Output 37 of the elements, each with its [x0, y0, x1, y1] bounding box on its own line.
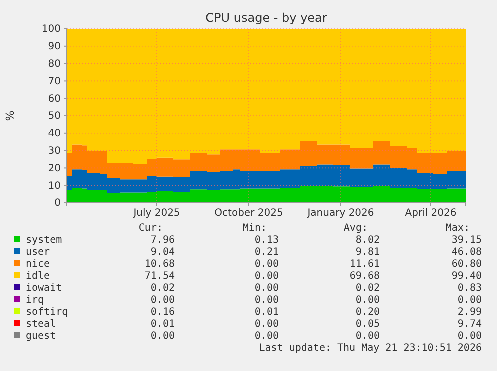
y-tick-label: 90 — [48, 42, 61, 53]
y-tick-label: 50 — [48, 111, 61, 122]
text: Last update: Thu May 21 23:10:51 2026 — [259, 343, 482, 354]
text: 10.68 0.00 11.61 60.80 — [144, 259, 482, 270]
legend-label: user — [26, 247, 50, 258]
chart-title: CPU usage - by year — [206, 11, 328, 25]
legend-label: iowait — [26, 283, 62, 294]
legend-label: softirq — [26, 307, 68, 318]
y-tick-label: 0 — [54, 198, 61, 210]
legend-label: irq — [26, 295, 44, 306]
x-tick-label: April 2026 — [405, 208, 457, 220]
y-tick-label: 40 — [48, 128, 61, 140]
text: 9.04 0.21 9.81 46.08 — [150, 247, 482, 258]
y-tick-label: 70 — [48, 76, 61, 88]
y-tick-label: 60 — [48, 94, 61, 105]
y-axis-title: % — [4, 110, 17, 122]
text: Cur: Min: Avg: Max: — [138, 223, 470, 234]
text: 0.00 0.00 0.00 0.00 — [150, 331, 482, 342]
x-tick-label: January 2026 — [306, 208, 374, 220]
text: 0.02 0.00 0.02 0.83 — [150, 283, 482, 294]
y-tick-label: 20 — [48, 163, 61, 174]
text: 0.00 0.00 0.00 0.00 — [150, 295, 482, 306]
y-tick-label: 10 — [48, 180, 61, 192]
text: 0.01 0.00 0.05 9.74 — [150, 319, 482, 330]
x-tick-label: July 2025 — [132, 208, 180, 220]
y-tick-label: 100 — [42, 24, 61, 36]
legend-label: system — [26, 235, 62, 246]
legend-label: steal — [26, 319, 56, 330]
x-tick-label: October 2025 — [214, 208, 284, 220]
legend-label: idle — [26, 271, 50, 282]
text: 0.16 0.01 0.20 2.99 — [150, 307, 482, 318]
y-tick-label: 30 — [48, 146, 61, 157]
y-tick-label: 80 — [48, 59, 61, 70]
text: 71.54 0.00 69.68 99.40 — [144, 271, 482, 282]
legend-label: guest — [26, 331, 56, 342]
text: 7.96 0.13 8.02 39.15 — [150, 235, 482, 246]
legend-label: nice — [26, 259, 50, 270]
